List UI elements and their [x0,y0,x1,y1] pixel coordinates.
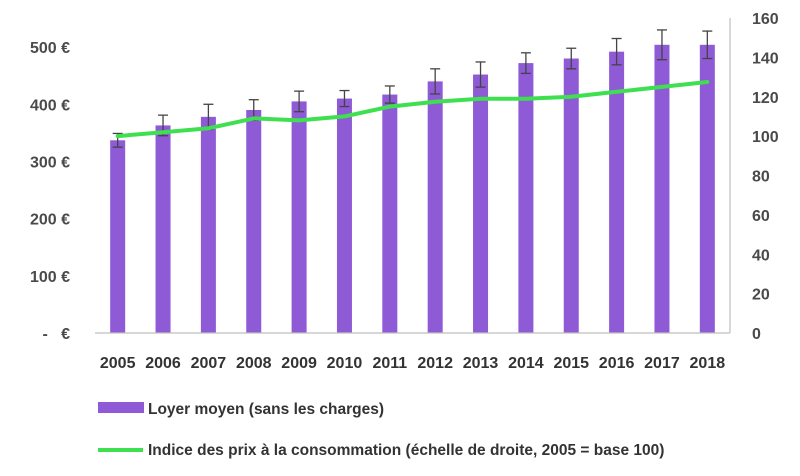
bar [473,74,489,334]
left-tick-label: 100 € [30,269,70,286]
bar [563,58,579,333]
right-tick-label: 140 [752,50,779,67]
left-tick-label: 500 € [30,40,70,57]
bar [654,44,670,333]
bar [336,98,352,334]
right-tick-label: 0 [752,326,761,343]
bar [291,101,307,333]
bar [518,63,534,334]
legend-bar-label: Loyer moyen (sans les charges) [148,401,384,418]
x-tick-label: 2006 [145,355,181,372]
x-tick-label: 2008 [236,355,272,372]
left-tick-label: 400 € [30,97,70,114]
bar [246,109,262,333]
bar [382,94,398,333]
right-tick-label: 160 [752,11,779,28]
x-tick-label: 2012 [417,355,453,372]
right-axis-ticks: 0 20 40 60 80 100 120 140 160 [752,11,779,343]
x-tick-label: 2011 [372,355,407,372]
x-tick-label: 2018 [690,355,726,372]
cpi-line [115,80,710,139]
x-tick-label: 2017 [644,355,680,372]
right-tick-label: 40 [752,247,770,264]
bar [609,51,625,333]
x-tick-label: 2007 [191,355,227,372]
x-tick-label: 2009 [281,355,317,372]
bar [200,116,216,334]
legend-line-label: Indice des prix à la consommation (échel… [148,442,664,459]
left-tick-label: 200 € [30,212,70,229]
x-tick-label: 2016 [599,355,635,372]
bar-series [110,44,715,334]
error-bars [112,29,713,148]
left-tick-label: 300 € [30,154,70,171]
bar [427,81,443,334]
x-tick-label: 2013 [463,355,499,372]
left-tick-label: - € [42,326,70,343]
line-series [115,80,710,139]
x-tick-label: 2005 [100,355,136,372]
x-tick-label: 2014 [508,355,544,372]
x-tick-label: 2015 [553,355,589,372]
right-tick-label: 20 [752,287,770,304]
right-tick-label: 120 [752,90,779,107]
bar [699,44,715,333]
right-tick-label: 80 [752,169,770,186]
left-axis-ticks: - € 100 € 200 € 300 € 400 € 500 € [30,40,70,343]
bar [155,125,171,334]
legend: Loyer moyen (sans les charges) Indice de… [98,401,664,459]
legend-bar-swatch [98,402,144,413]
x-tick-label: 2010 [327,355,363,372]
right-tick-label: 60 [752,208,770,225]
right-tick-label: 100 [752,129,779,146]
x-axis-ticks: 2005 2006 2007 2008 2009 2010 2011 2012 2013 2014… [100,355,725,372]
bar [110,140,126,333]
